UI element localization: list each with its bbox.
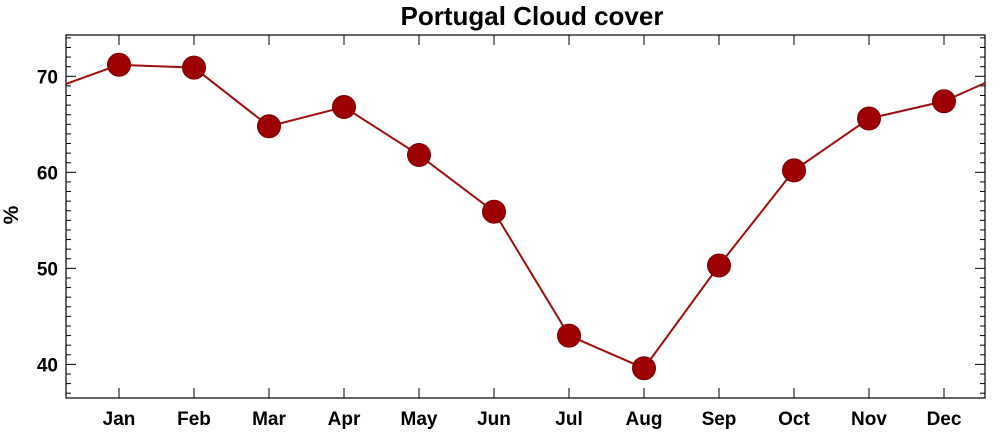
x-tick-label: Sep	[702, 409, 737, 430]
data-point-mar	[257, 114, 281, 139]
data-point-oct	[782, 158, 806, 183]
data-point-may	[407, 143, 431, 168]
data-point-dec	[932, 89, 956, 114]
data-point-sep	[707, 253, 731, 278]
x-tick-label: Aug	[626, 409, 663, 430]
y-tick-label: 70	[37, 67, 58, 88]
y-axis-ticks: 40 50 60 70	[37, 37, 985, 394]
x-tick-label: Dec	[927, 409, 962, 430]
x-tick-label: Oct	[778, 409, 810, 430]
x-tick-label: Mar	[252, 409, 286, 430]
series-line	[65, 63, 986, 370]
x-tick-label: Apr	[328, 409, 361, 430]
x-tick-label: Nov	[851, 409, 887, 430]
data-point-feb	[182, 55, 206, 80]
x-tick-label: Feb	[177, 409, 211, 430]
data-point-aug	[632, 356, 656, 381]
x-tick-label: Jan	[103, 409, 136, 430]
axes	[65, 34, 986, 399]
plot-frame	[65, 34, 986, 399]
data-point-jul	[557, 323, 581, 348]
y-tick-label: 40	[37, 355, 58, 376]
data-point-jun	[482, 199, 506, 224]
y-tick-label: 60	[37, 163, 58, 184]
data-point-jan	[107, 52, 131, 77]
x-tick-label: May	[401, 409, 438, 430]
x-axis-ticks: Jan Feb Mar Apr May Jun Jul Aug Sep Oct Nov Dec	[103, 35, 962, 430]
series-markers	[107, 52, 956, 381]
data-point-nov	[857, 106, 881, 131]
x-tick-label: Jun	[477, 409, 511, 430]
y-tick-label: 50	[37, 259, 58, 280]
x-tick-label: Jul	[555, 409, 582, 430]
y-axis-label: %	[0, 205, 23, 224]
chart-title: Portugal Cloud cover	[401, 1, 664, 31]
data-point-apr	[332, 95, 356, 120]
cloud-cover-line	[65, 63, 986, 370]
